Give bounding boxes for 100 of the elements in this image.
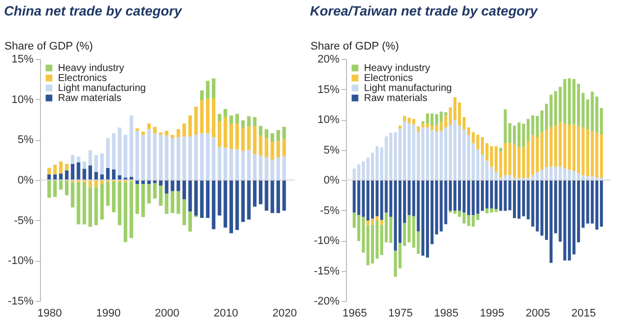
bar <box>398 126 402 129</box>
y-tick-label: 15% <box>11 54 34 66</box>
x-tick-label: 1965 <box>342 308 367 320</box>
bar <box>224 180 228 228</box>
bar <box>276 157 280 180</box>
bar <box>118 182 122 226</box>
bar <box>70 164 74 180</box>
bar <box>218 121 222 147</box>
bar <box>403 116 406 122</box>
y-tick-label: -10% <box>314 235 340 247</box>
bar <box>158 134 163 180</box>
bar <box>64 170 69 180</box>
bar <box>235 124 239 150</box>
y-tick-label: 20% <box>317 54 340 66</box>
bar <box>499 148 502 152</box>
y-tick-label: 15% <box>317 84 340 96</box>
y-axis-title: Share of GDP (%) <box>4 40 93 52</box>
x-tick-label: 1995 <box>480 308 504 320</box>
bar <box>206 98 210 134</box>
bar <box>182 136 186 180</box>
bar <box>59 180 63 190</box>
bar <box>176 129 180 138</box>
chart-title: China net trade by category <box>4 4 184 18</box>
bar <box>276 141 280 158</box>
bar <box>118 175 122 180</box>
bar <box>282 180 286 211</box>
bar <box>76 162 80 180</box>
bar <box>182 199 186 226</box>
bar <box>212 180 216 230</box>
bar <box>206 80 210 99</box>
bar <box>600 180 603 227</box>
bar <box>112 133 116 170</box>
x-tick-label: 2010 <box>214 308 238 320</box>
bar <box>176 180 180 192</box>
y-tick-label: -5% <box>320 204 340 217</box>
bar <box>70 182 74 208</box>
bar <box>276 130 280 142</box>
bar <box>100 153 104 174</box>
bar <box>118 128 122 176</box>
bar <box>224 109 228 118</box>
bar <box>153 183 157 199</box>
bar <box>270 160 274 180</box>
y-tick-label: -20% <box>314 296 340 308</box>
bar <box>352 168 356 180</box>
bar <box>182 180 186 200</box>
bar <box>218 146 222 180</box>
bar <box>270 180 274 214</box>
bar <box>170 191 174 214</box>
bar <box>94 154 98 172</box>
bar <box>206 180 210 218</box>
bar <box>153 133 157 180</box>
bar <box>247 116 251 126</box>
x-tick-label: 2000 <box>154 308 180 320</box>
bar <box>59 174 63 180</box>
bar <box>106 168 110 180</box>
x-tick-label: 1980 <box>37 308 62 320</box>
bar <box>53 180 57 197</box>
bar <box>476 214 480 220</box>
bar <box>164 180 168 194</box>
bar <box>112 182 116 212</box>
bar <box>59 161 63 174</box>
bar <box>147 124 151 130</box>
bar <box>218 180 222 216</box>
bar <box>88 165 92 180</box>
bar <box>135 184 140 214</box>
x-tick-label: 2005 <box>526 308 550 320</box>
bar <box>212 78 216 99</box>
bar <box>182 124 186 136</box>
x-tick-label: 1985 <box>434 308 459 320</box>
bar <box>229 180 234 234</box>
bar <box>141 134 145 180</box>
bar <box>247 150 251 180</box>
bar <box>212 137 216 180</box>
bar <box>241 128 245 151</box>
bar <box>206 133 210 180</box>
y-axis-title: Share of GDP (%) <box>310 40 399 52</box>
bar <box>170 138 174 180</box>
bar <box>200 90 204 100</box>
bar <box>158 132 163 135</box>
y-tick-label: 10% <box>11 94 34 106</box>
bar <box>47 168 51 174</box>
bar <box>276 180 280 214</box>
bar <box>200 133 204 180</box>
bar <box>264 138 268 158</box>
bar <box>229 115 234 124</box>
bar <box>282 156 286 180</box>
bar <box>147 184 151 204</box>
bar <box>241 180 245 222</box>
bar <box>241 120 245 128</box>
legend-label: Raw materials <box>58 93 122 104</box>
bar <box>264 157 268 180</box>
bar <box>176 137 180 180</box>
bar <box>258 156 262 180</box>
bar <box>600 134 603 178</box>
bar <box>88 150 92 166</box>
bar <box>141 132 145 135</box>
bar <box>164 136 168 180</box>
bar <box>164 130 168 136</box>
bar <box>88 180 92 188</box>
bar <box>130 182 134 238</box>
